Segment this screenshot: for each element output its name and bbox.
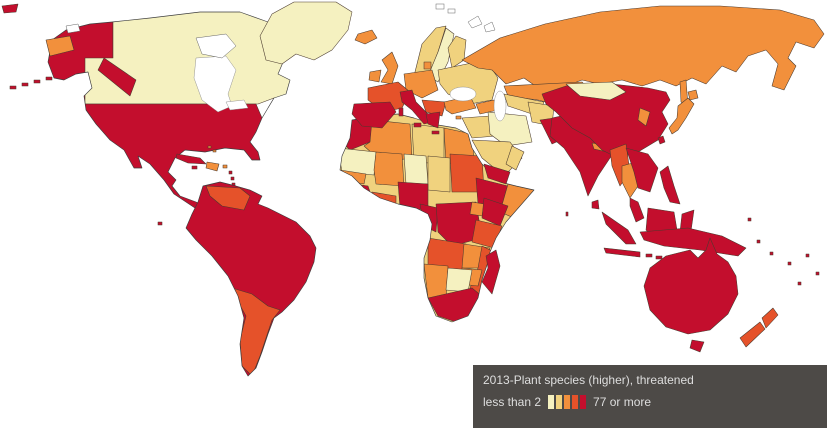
country-alaska-panhandle[interactable]: [97, 57, 137, 97]
country-taiwan[interactable]: [657, 135, 666, 145]
south-america-coastline: [185, 181, 317, 377]
wrangel-island: [65, 23, 81, 34]
country-iberia[interactable]: [351, 101, 397, 129]
legend-title: 2013-Plant species (higher), threatened: [483, 373, 694, 387]
country-mongolia[interactable]: [565, 81, 627, 101]
lesser-antilles[interactable]: [228, 170, 236, 187]
country-botswana[interactable]: [445, 267, 473, 293]
aleutian-islands[interactable]: [9, 76, 53, 90]
country-madagascar[interactable]: [481, 249, 501, 295]
maldives-islands[interactable]: [565, 211, 569, 217]
pacific-islands[interactable]: [747, 217, 820, 286]
region-indochina[interactable]: [625, 147, 659, 193]
legend-swatch: [564, 395, 571, 409]
island-sardinia[interactable]: [398, 107, 404, 117]
country-iceland[interactable]: [354, 29, 378, 45]
legend-scale-row: less than 2 77 or more: [483, 395, 817, 409]
country-philippines[interactable]: [659, 165, 681, 205]
country-new-zealand[interactable]: [739, 307, 779, 348]
country-greece[interactable]: [425, 111, 441, 129]
novaya-zemlya: [467, 15, 496, 33]
africa-coastline: [339, 113, 535, 323]
country-ireland[interactable]: [368, 69, 382, 83]
country-cameroon-gabon[interactable]: [419, 203, 439, 233]
legend: 2013-Plant species (higher), threatened …: [473, 365, 827, 428]
country-chad[interactable]: [427, 155, 451, 193]
country-puerto-rico[interactable]: [222, 164, 228, 169]
legend-min-label: less than 2: [483, 395, 542, 409]
caspian-sea: [493, 90, 507, 122]
country-yemen[interactable]: [483, 163, 511, 185]
country-russia[interactable]: [461, 5, 825, 93]
bahamas[interactable]: [207, 145, 217, 153]
country-australia[interactable]: [643, 237, 739, 335]
legend-swatches: [548, 395, 587, 409]
region-southern-cone[interactable]: [231, 287, 281, 376]
country-jamaica[interactable]: [191, 165, 198, 170]
island-sicily[interactable]: [413, 122, 422, 128]
country-venezuela[interactable]: [205, 185, 251, 211]
island-tasmania[interactable]: [689, 339, 705, 353]
legend-swatch: [580, 395, 587, 409]
island-cyprus[interactable]: [455, 115, 462, 120]
country-denmark[interactable]: [423, 61, 432, 70]
legend-swatch: [572, 395, 579, 409]
country-niger[interactable]: [403, 153, 429, 185]
region-malay-peninsula[interactable]: [629, 197, 645, 223]
legend-swatch: [556, 395, 563, 409]
country-japan[interactable]: [668, 97, 695, 135]
island-arctic-red[interactable]: [1, 3, 19, 14]
island-java[interactable]: [603, 247, 641, 258]
country-finland[interactable]: [447, 35, 467, 69]
country-chukotka-wrap[interactable]: [45, 35, 75, 57]
country-uganda[interactable]: [469, 201, 485, 217]
country-oman[interactable]: [505, 145, 525, 171]
island-crete[interactable]: [431, 130, 440, 135]
country-iran[interactable]: [487, 111, 533, 147]
country-hispaniola[interactable]: [205, 161, 220, 172]
country-sweden[interactable]: [427, 27, 455, 83]
country-china[interactable]: [541, 83, 671, 159]
island-new-guinea[interactable]: [639, 227, 747, 257]
country-cuba[interactable]: [175, 153, 207, 165]
country-korea[interactable]: [637, 107, 651, 127]
country-greenland[interactable]: [259, 1, 353, 65]
svalbard: [435, 3, 456, 14]
legend-swatch: [548, 395, 555, 409]
country-sri-lanka[interactable]: [591, 199, 600, 210]
island-hokkaido[interactable]: [687, 89, 699, 101]
baffin-island: [195, 33, 237, 59]
great-lakes: [225, 99, 249, 111]
country-mali[interactable]: [373, 151, 405, 187]
black-sea: [449, 86, 477, 102]
island-sumatra[interactable]: [601, 211, 637, 245]
legend-max-label: 77 or more: [593, 395, 652, 409]
galapagos-islands[interactable]: [157, 221, 163, 226]
country-uk[interactable]: [380, 51, 399, 85]
